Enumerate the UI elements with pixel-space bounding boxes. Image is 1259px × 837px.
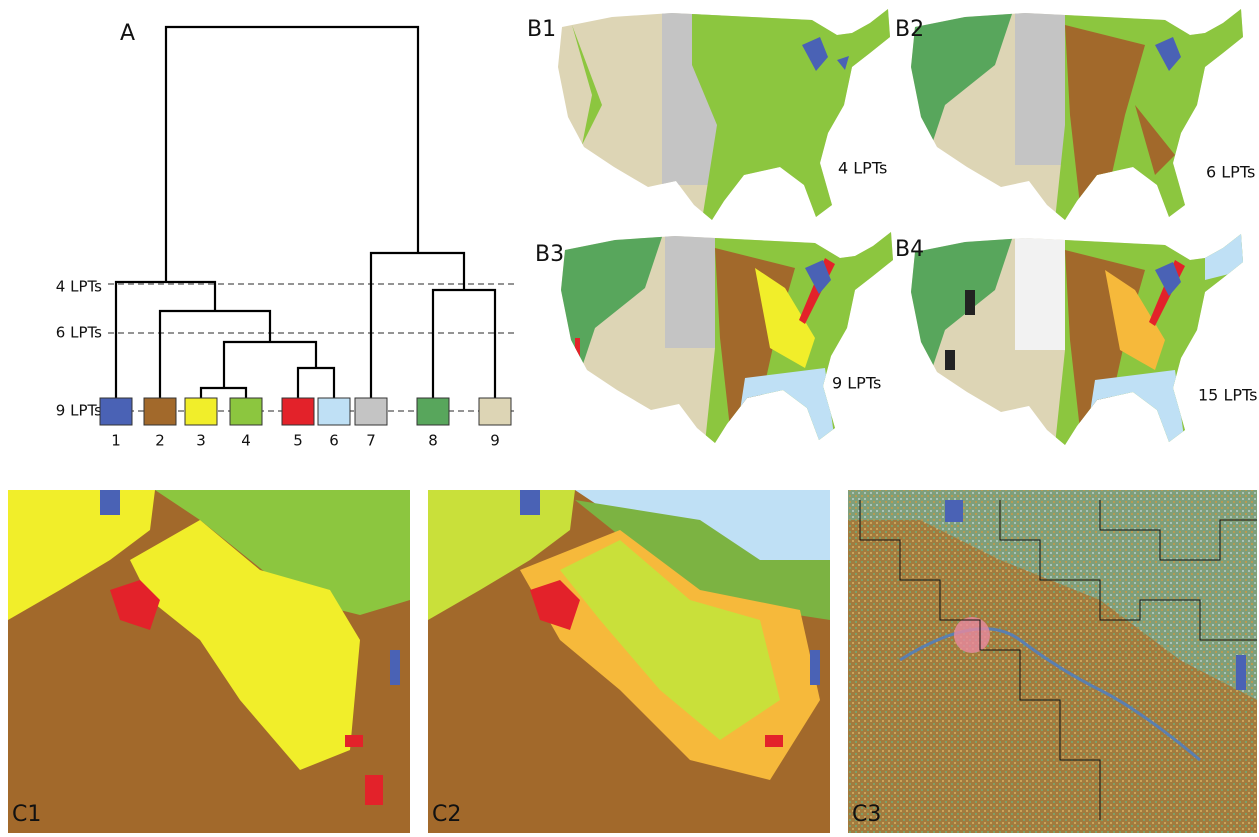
- map-b2: [905, 5, 1245, 220]
- leaf-label: 5: [293, 432, 303, 450]
- detail-c3: C3: [848, 490, 1257, 833]
- dendrogram: [116, 27, 495, 398]
- panel-label: C3: [852, 802, 881, 827]
- leaf-label: 8: [428, 432, 438, 450]
- level-label: 9 LPTs: [56, 402, 102, 420]
- panel-label: A: [120, 21, 135, 46]
- leaf-label: 3: [196, 432, 206, 450]
- panel-a: A 4 LPTs 6 LPTs 9 LPTs 1 2 3 4 5 6 7 8 9: [56, 21, 518, 450]
- leaf-label: 2: [155, 432, 165, 450]
- panel-label: C2: [432, 802, 461, 827]
- map-caption: 4 LPTs: [838, 159, 887, 178]
- map-b1: [552, 5, 892, 220]
- leaf-box: [100, 398, 132, 425]
- leaf-label: 1: [111, 432, 121, 450]
- leaf-box: [417, 398, 449, 425]
- map-caption: 9 LPTs: [832, 374, 881, 393]
- leaf-label: 7: [366, 432, 376, 450]
- panel-label: C1: [12, 802, 41, 827]
- leaf-label: 6: [329, 432, 339, 450]
- leaf-box: [185, 398, 217, 425]
- figure: A 4 LPTs 6 LPTs 9 LPTs 1 2 3 4 5 6 7 8 9: [0, 0, 1259, 833]
- panel-label: B1: [527, 17, 556, 42]
- leaf-box: [355, 398, 387, 425]
- leaf-box: [318, 398, 350, 425]
- map-caption: 15 LPTs: [1198, 386, 1257, 405]
- map-caption: 6 LPTs: [1206, 163, 1255, 182]
- leaf-box: [230, 398, 262, 425]
- panel-label: B3: [535, 242, 564, 267]
- detail-c2: C2: [428, 490, 830, 833]
- leaf-label: 4: [241, 432, 251, 450]
- leaf-box: [144, 398, 176, 425]
- page: {"panel_a": {"label": "A", "levels": ["4…: [0, 0, 1259, 833]
- leaf-label: 9: [490, 432, 500, 450]
- map-b4: [905, 230, 1245, 445]
- panel-label: B2: [895, 17, 924, 42]
- level-label: 6 LPTs: [56, 324, 102, 342]
- leaf-box: [282, 398, 314, 425]
- panel-label: B4: [895, 237, 924, 262]
- level-label: 4 LPTs: [56, 278, 102, 296]
- map-b3: [555, 228, 895, 443]
- leaf-box: [479, 398, 511, 425]
- detail-c1: C1: [8, 490, 410, 833]
